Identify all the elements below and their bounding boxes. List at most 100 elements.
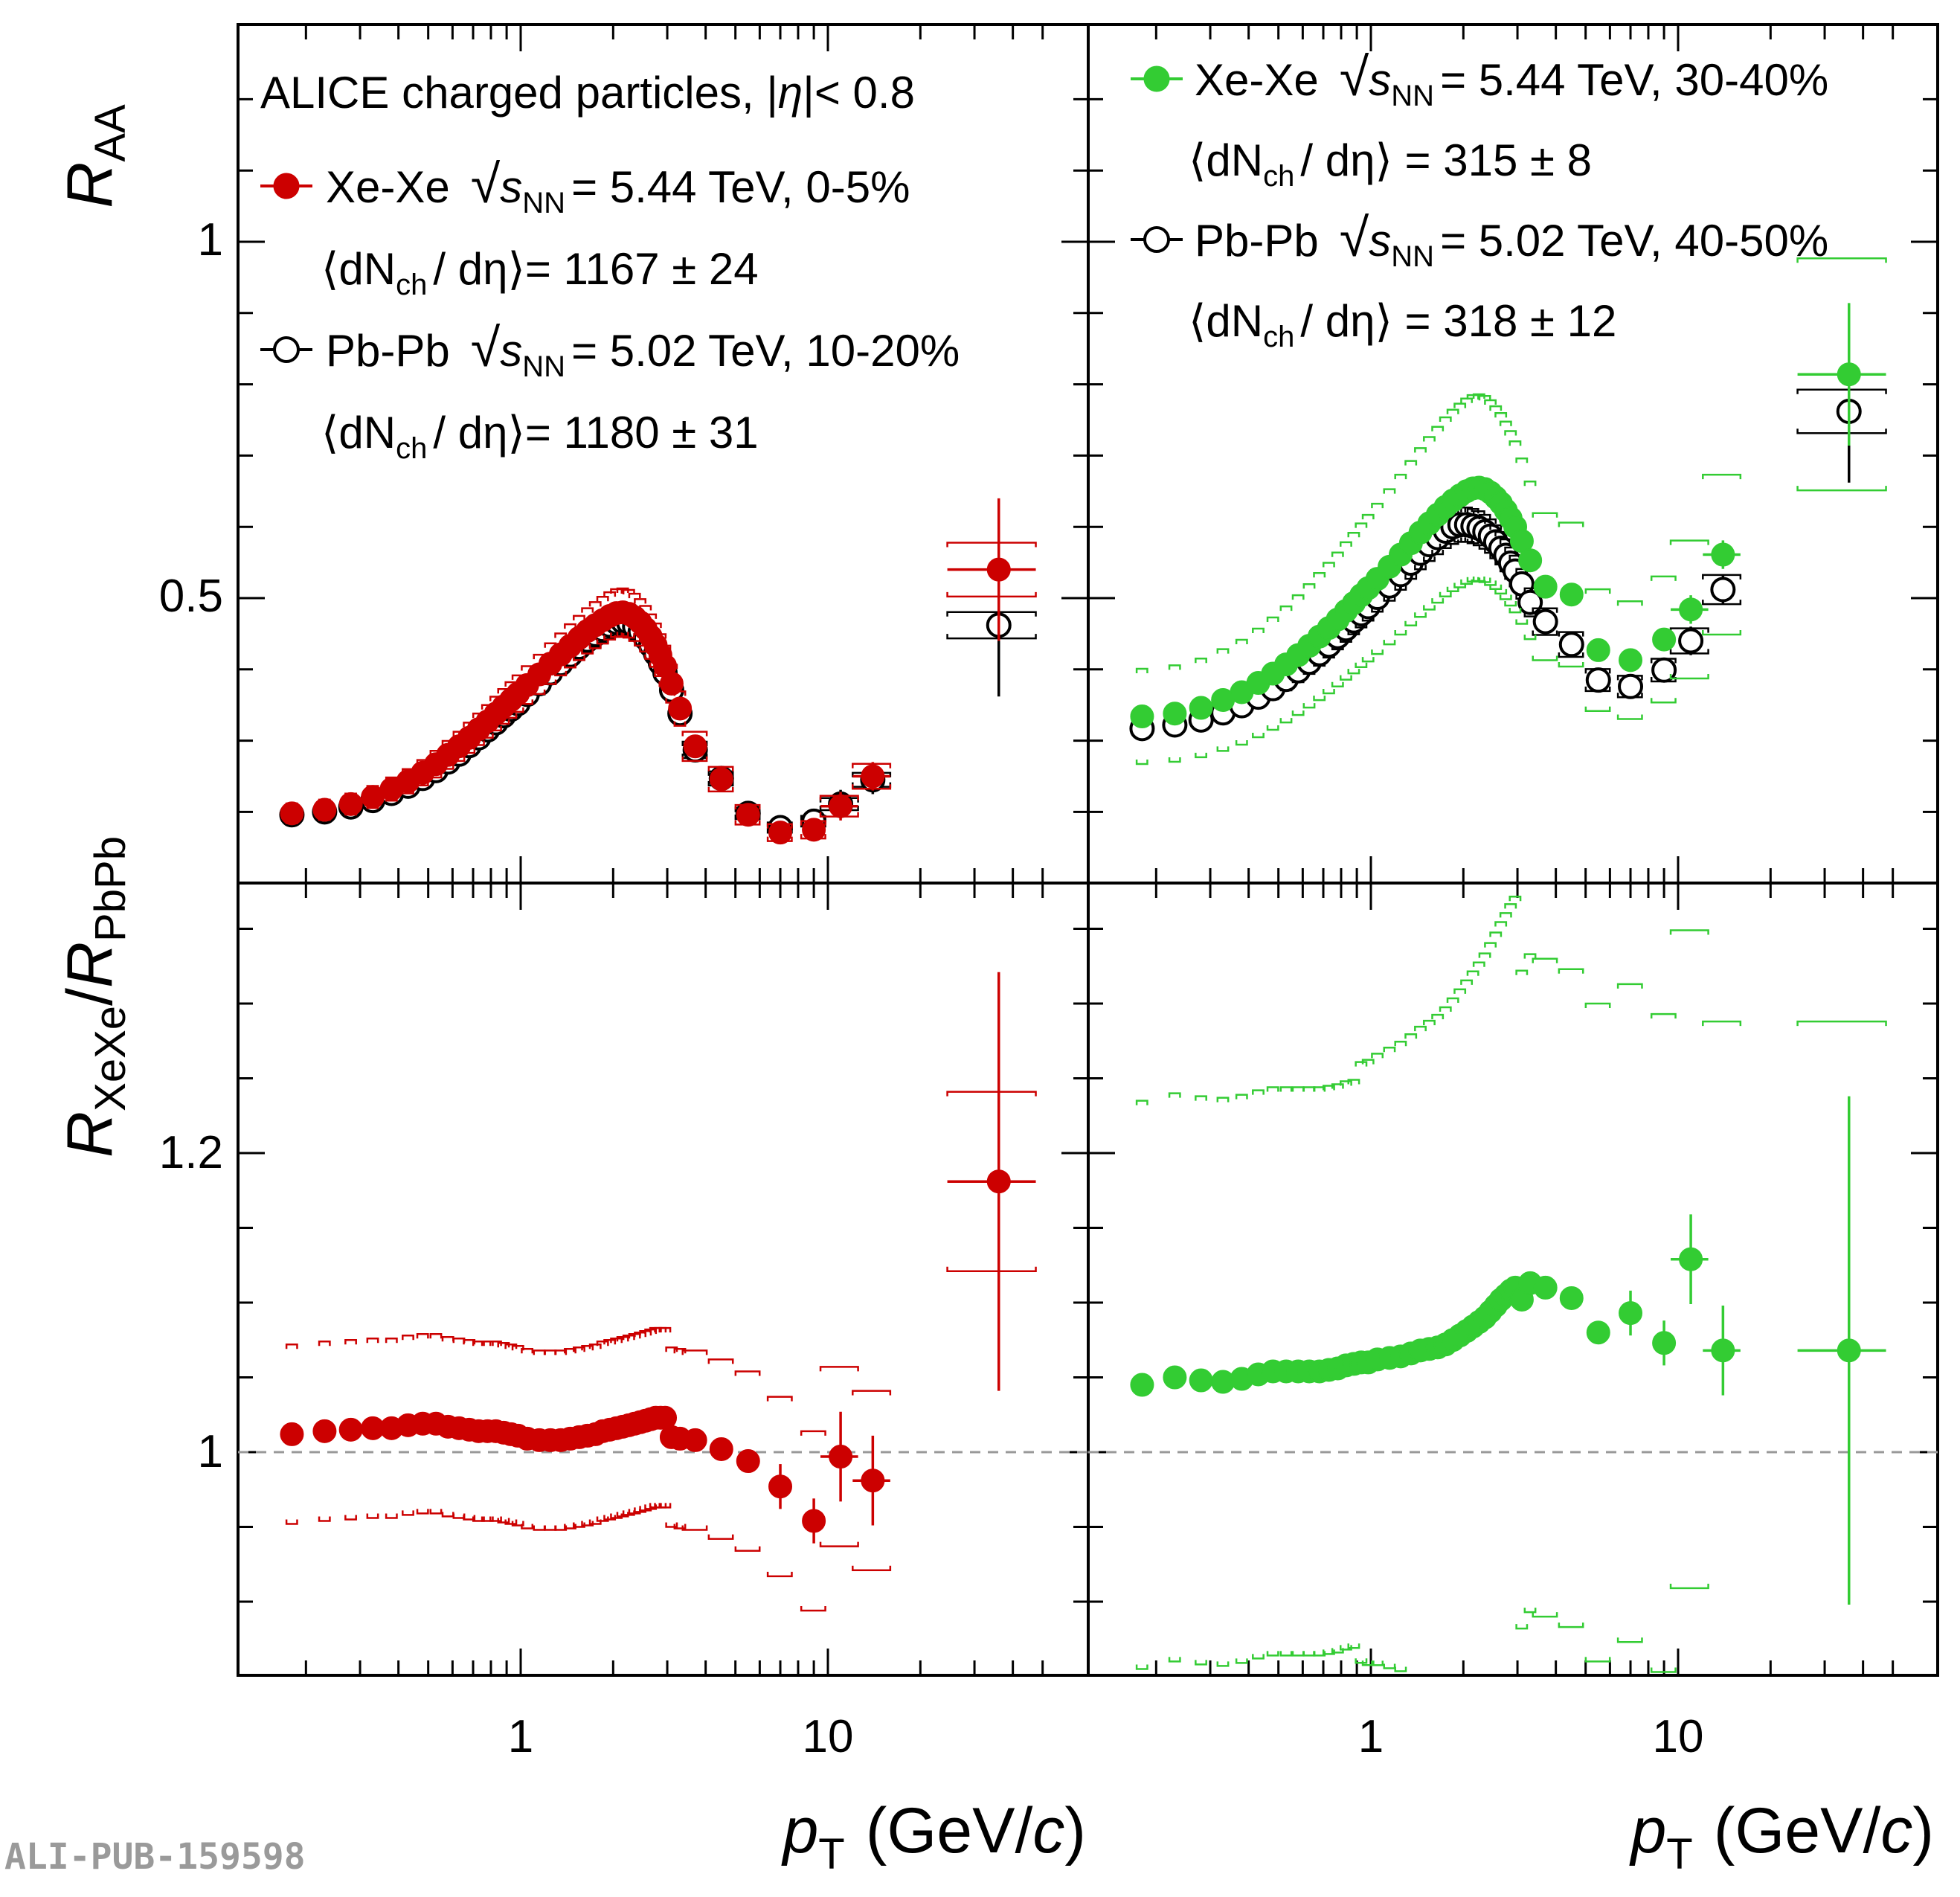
- sys-bracket: [1472, 961, 1485, 967]
- data-point: [280, 1422, 304, 1446]
- sys-bracket: [610, 1337, 623, 1344]
- sys-bracket: [734, 1370, 761, 1376]
- sys-bracket: [1394, 1666, 1407, 1672]
- sys-bracket: [1135, 760, 1148, 765]
- sys-bracket: [1508, 608, 1522, 614]
- sys-bracket: [1355, 662, 1368, 668]
- sys-bracket: [1394, 473, 1407, 480]
- data-point: [1837, 1338, 1861, 1363]
- data-point: [709, 1437, 733, 1461]
- sys-bracket: [463, 1515, 476, 1521]
- sys-bracket: [1322, 562, 1335, 568]
- sys-bracket: [644, 613, 658, 619]
- sys-bracket: [628, 592, 641, 599]
- sys-bracket: [603, 1339, 617, 1345]
- data-point: [768, 821, 793, 845]
- sys-bracket: [1252, 1654, 1265, 1660]
- data-point: [1558, 632, 1584, 658]
- sys-bracket: [1558, 968, 1584, 974]
- sys-bracket: [1532, 512, 1558, 518]
- sys-bracket: [665, 1522, 678, 1528]
- data-point: [1619, 1301, 1643, 1326]
- sys-bracket: [610, 588, 623, 594]
- sys-bracket: [1504, 903, 1517, 909]
- sys-bracket: [1431, 598, 1445, 604]
- sys-bracket: [1523, 481, 1537, 487]
- sys-bracket: [681, 731, 708, 736]
- y-axis-title-top: RAA: [54, 104, 135, 208]
- sys-bracket: [521, 699, 534, 705]
- sys-bracket: [1195, 752, 1207, 759]
- sys-bracket: [429, 1332, 443, 1339]
- sys-bracket: [1508, 440, 1522, 446]
- data-point: [1586, 1320, 1610, 1345]
- sys-bracket: [673, 1524, 687, 1530]
- sys-bracket: [1302, 582, 1316, 589]
- sys-bracket: [707, 786, 734, 793]
- sys-bracket: [1235, 739, 1248, 746]
- sys-bracket: [681, 1525, 708, 1531]
- sys-bracket: [1266, 1651, 1279, 1657]
- sys-bracket: [1478, 513, 1491, 520]
- sys-bracket: [402, 1334, 414, 1341]
- data-point: [1163, 1365, 1187, 1390]
- sys-bracket: [1383, 488, 1396, 494]
- sys-bracket: [596, 1341, 609, 1346]
- sys-bracket: [1266, 725, 1279, 731]
- sys-bracket: [946, 1266, 1037, 1273]
- sys-bracket: [1584, 1657, 1611, 1663]
- y-tick-label-bottom-1.2: 1.2: [159, 1127, 223, 1178]
- sys-bracket: [800, 1430, 826, 1436]
- sys-bracket: [588, 643, 602, 649]
- sys-bracket: [1650, 1012, 1677, 1019]
- sys-bracket: [707, 765, 734, 771]
- sys-bracket: [1168, 1092, 1181, 1098]
- sys-bracket: [1650, 575, 1677, 581]
- sys-bracket: [588, 601, 602, 607]
- sys-bracket: [1453, 402, 1467, 408]
- sys-bracket: [1494, 921, 1508, 927]
- sys-bracket: [489, 1516, 502, 1522]
- sys-bracket: [1168, 664, 1181, 670]
- sys-bracket: [1361, 1059, 1375, 1065]
- legend-left-pb-marker: [273, 336, 300, 363]
- legend-left-xe-label: Xe-Xe √sNN = 5.44 TeV, 0-5%: [326, 155, 910, 219]
- sys-bracket: [1650, 698, 1677, 704]
- sys-bracket: [1796, 428, 1887, 434]
- sys-bracket: [610, 632, 623, 638]
- data-point: [1679, 597, 1703, 622]
- panel-bottom-left-data: [280, 972, 1037, 1612]
- data-point: [1618, 673, 1644, 699]
- sys-bracket: [521, 1348, 534, 1354]
- sys-bracket: [1532, 655, 1558, 661]
- y-tick-label-bottom-1: 1: [198, 1426, 223, 1477]
- data-point: [1130, 1373, 1154, 1397]
- sys-bracket: [1168, 1657, 1181, 1663]
- data-point: [312, 797, 337, 822]
- sys-bracket: [573, 1346, 585, 1352]
- sys-bracket: [588, 1344, 602, 1349]
- sys-bracket: [1340, 541, 1352, 547]
- sys-bracket: [285, 1344, 298, 1349]
- sys-bracket: [1584, 1002, 1611, 1008]
- sys-bracket: [639, 605, 652, 611]
- sys-bracket: [1394, 630, 1407, 636]
- x-axis-title-left: pT (GeV/c): [780, 1795, 1086, 1878]
- sys-bracket: [1650, 1667, 1677, 1673]
- sys-bracket: [1347, 1643, 1360, 1649]
- sys-bracket: [1453, 988, 1467, 994]
- sys-bracket: [1423, 605, 1436, 611]
- sys-bracket: [429, 773, 443, 779]
- sys-bracket: [819, 1366, 859, 1372]
- sys-bracket: [1494, 412, 1508, 418]
- legend-left: ALICE charged particles, |η|< 0.8 Xe-Xe √…: [260, 68, 960, 465]
- sys-bracket: [1453, 582, 1467, 588]
- data-point: [1559, 582, 1584, 607]
- sys-bracket: [1484, 518, 1497, 524]
- sys-bracket: [554, 670, 568, 677]
- data-point: [1679, 1247, 1703, 1271]
- legend-right-pb-marker: [1143, 226, 1170, 253]
- sys-bracket: [1515, 1624, 1529, 1630]
- data-point: [338, 792, 363, 816]
